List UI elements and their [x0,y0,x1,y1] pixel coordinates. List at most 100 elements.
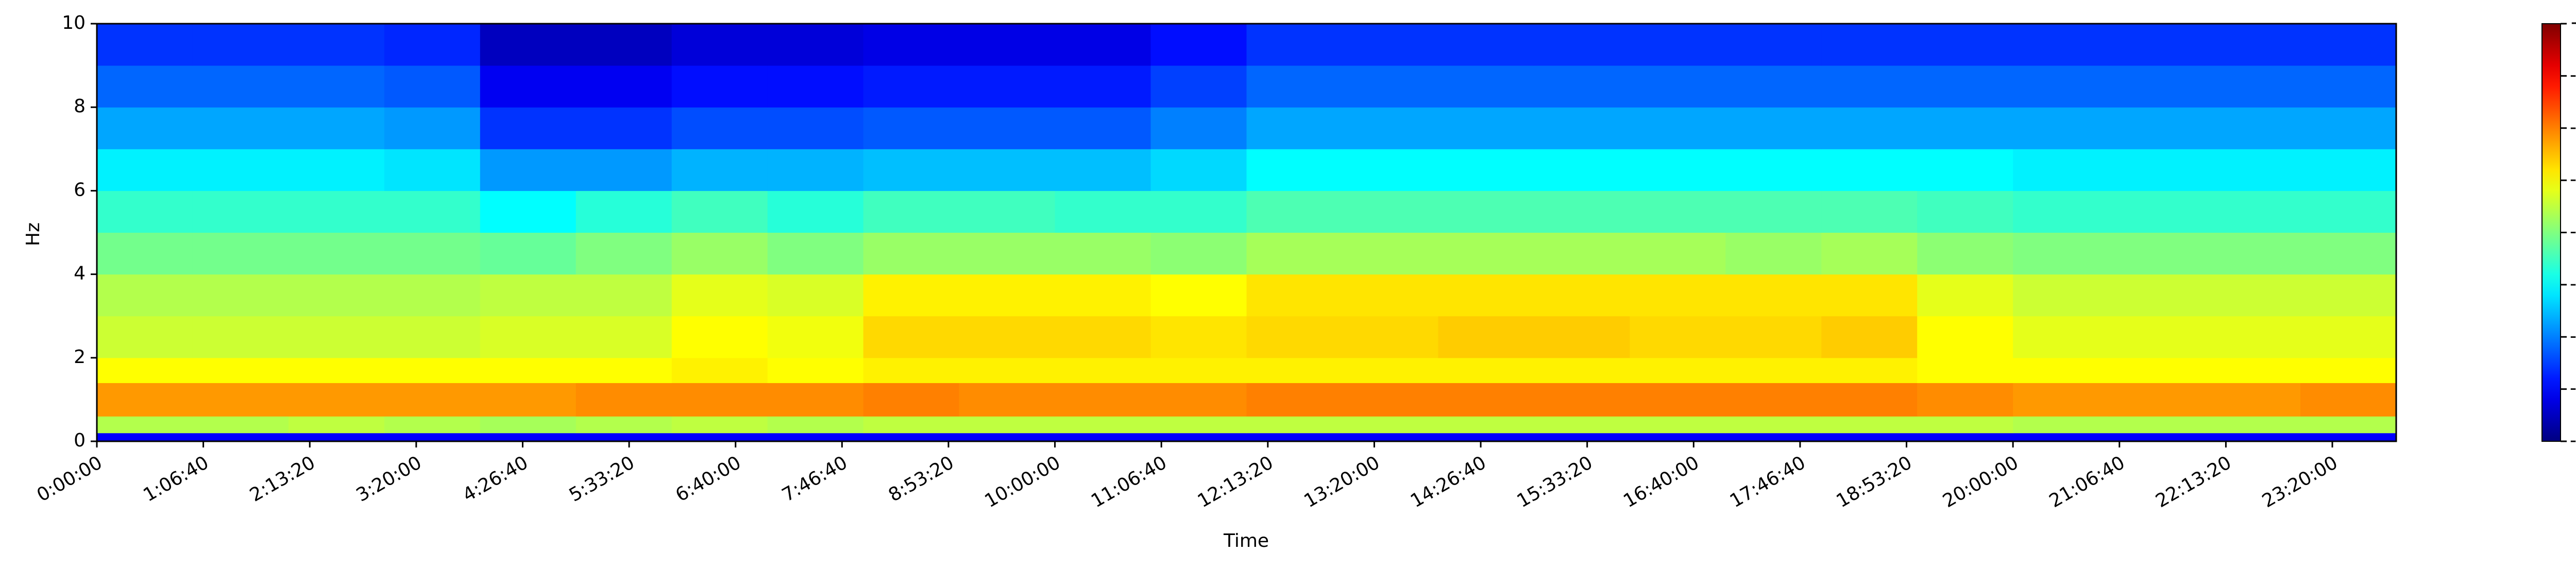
heatmap-cell [1534,316,1630,358]
heatmap-cell [2300,107,2397,149]
heatmap-cell [671,65,768,108]
heatmap-cell [2205,274,2301,317]
heatmap-cell [1246,274,1343,317]
heatmap-cell [2205,107,2301,149]
colorbar-tick-label: -10 dB [2570,64,2576,85]
heatmap-cell [1630,433,1726,442]
heatmap-cell [192,232,289,275]
heatmap-cell [1438,433,1534,442]
heatmap-cell [1342,416,1438,434]
heatmap-cell [1342,433,1438,442]
heatmap-cell [1821,24,1918,66]
heatmap-cell [97,433,193,442]
heatmap-cell [1821,149,1918,191]
heatmap-cell [1150,316,1247,358]
x-tick-label: 1:06:40 [140,452,212,506]
heatmap-cell [959,433,1056,442]
heatmap-cell [1725,383,1822,417]
heatmap-cell [1150,191,1247,233]
heatmap-cell [1917,107,2013,149]
heatmap-cell [288,383,385,417]
heatmap-cell [2013,357,2109,383]
heatmap-cell [2205,24,2301,66]
heatmap-cell [1534,357,1630,383]
heatmap-cell [1725,357,1822,383]
heatmap-cell [384,274,481,317]
heatmap-cell [480,149,577,191]
heatmap-cell [384,433,481,442]
heatmap-cell [767,383,864,417]
heatmap-cell [480,433,577,442]
heatmap-cell [1821,433,1918,442]
x-tick-label: 16:40:00 [1620,452,1703,512]
x-axis-label: Time [1223,530,1269,551]
heatmap-cell [1055,357,1151,383]
heatmap-cell [671,149,768,191]
heatmap-cell [1630,416,1726,434]
heatmap-cell [2109,149,2205,191]
heatmap-cell [288,274,385,317]
heatmap-cell [863,416,960,434]
heatmap-cell [1725,107,1822,149]
heatmap-cell [1534,149,1630,191]
heatmap-cell [1821,65,1918,108]
heatmap-cell [1438,232,1534,275]
y-tick-label: 6 [74,179,86,200]
x-tick-label: 4:26:40 [459,452,532,506]
heatmap-cell [1150,433,1247,442]
x-tick-label: 13:20:00 [1300,452,1383,512]
heatmap-cell [1821,383,1918,417]
heatmap-cell [2013,191,2109,233]
heatmap-cell [767,316,864,358]
heatmap-cell [575,232,672,275]
heatmap-cell [2013,316,2109,358]
x-tick-label: 2:13:20 [246,452,319,506]
heatmap-cell [480,232,577,275]
heatmap-cell [97,274,193,317]
heatmap-cell [575,107,672,149]
heatmap-cell [1150,107,1247,149]
y-tick-label: 2 [74,347,86,368]
heatmap-cell [1821,191,1918,233]
heatmap-cell [1534,433,1630,442]
heatmap-cell [2205,316,2301,358]
heatmap-cell [2013,149,2109,191]
x-tick-label: 20:00:00 [1939,452,2022,512]
heatmap-cell [575,191,672,233]
heatmap-cell [2300,433,2397,442]
heatmap-cell [288,232,385,275]
heatmap-cell [1534,191,1630,233]
heatmap-cell [288,433,385,442]
heatmap-cell [97,232,193,275]
heatmap-cell [1630,191,1726,233]
plot-frame [96,23,2397,442]
y-tick-label: 8 [74,96,86,117]
heatmap-cell [97,357,193,383]
heatmap-cell [1342,316,1438,358]
heatmap-cell [671,24,768,66]
heatmap-cell [1917,24,2013,66]
heatmap-cell [2205,383,2301,417]
colorbar-tick-label: +0 dB [2570,12,2576,33]
heatmap-cell [1725,433,1822,442]
heatmap-cell [2013,65,2109,108]
heatmap-cell [1055,149,1151,191]
heatmap-cell [767,191,864,233]
heatmap-cell [671,433,768,442]
heatmap-cell [192,357,289,383]
heatmap-cell [1342,107,1438,149]
heatmap-cell [671,232,768,275]
heatmap-cell [863,65,960,108]
heatmap-cell [1630,316,1726,358]
heatmap-cell [1055,416,1151,434]
heatmap-cell [2013,232,2109,275]
heatmap-cell [863,357,960,383]
heatmap-cell [2205,149,2301,191]
heatmap-cell [480,357,577,383]
heatmap-cell [959,232,1056,275]
heatmap-cell [863,24,960,66]
heatmap-cell [1246,149,1343,191]
heatmap-cell [671,107,768,149]
heatmap-cell [959,383,1056,417]
